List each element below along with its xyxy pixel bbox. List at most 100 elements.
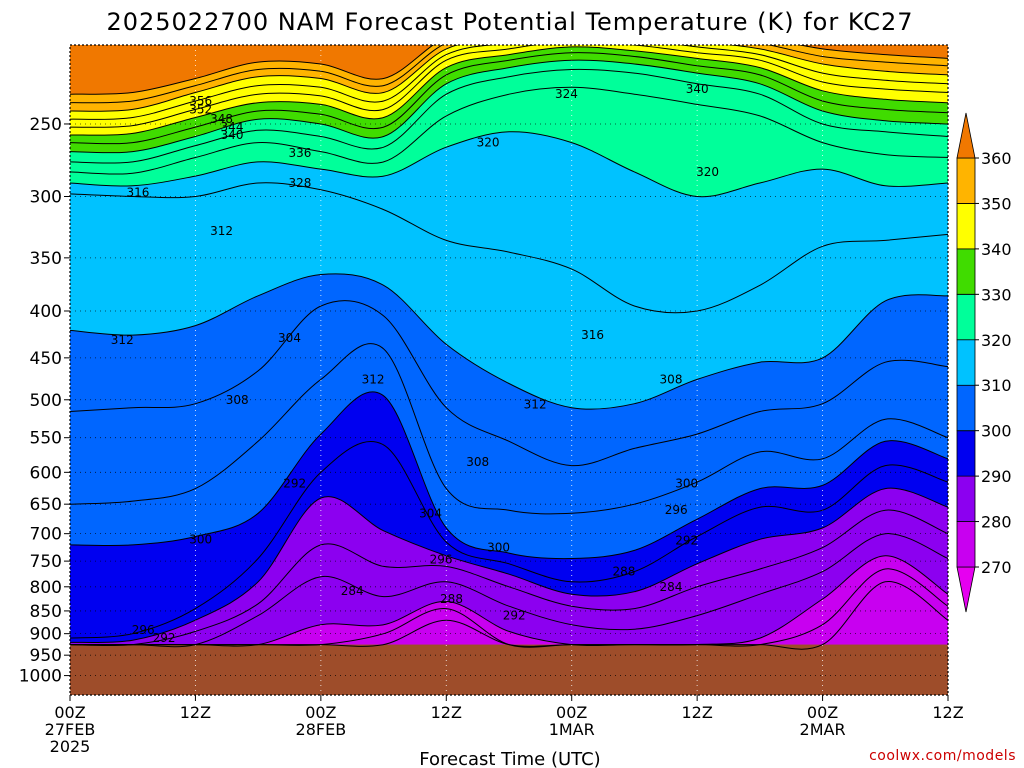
contour-label: 312 xyxy=(210,224,233,238)
contour-label: 316 xyxy=(581,328,604,342)
x-tick-label: 00Z xyxy=(54,703,85,722)
y-tick-label: 750 xyxy=(30,552,62,572)
colorbar-band-360 xyxy=(956,112,976,159)
isentrope-352 xyxy=(70,45,948,112)
contour-label: 328 xyxy=(288,176,311,190)
contour-label: 284 xyxy=(341,584,364,598)
x-tick-label: 2MAR xyxy=(800,720,846,739)
ground-area xyxy=(70,644,948,695)
chart-title: 2025022700 NAM Forecast Potential Temper… xyxy=(106,8,913,36)
contour-label: 320 xyxy=(477,136,500,150)
isentrope-348 xyxy=(70,45,948,120)
colorbar-band-290 xyxy=(956,430,976,477)
isentrope-332 xyxy=(70,59,948,154)
contour-label: 288 xyxy=(613,565,636,579)
isentrope-360 xyxy=(70,45,948,95)
x-tick-label: 27FEB xyxy=(45,720,96,739)
isentrope-304 xyxy=(70,343,948,515)
contour-label: 308 xyxy=(226,393,249,407)
y-tick-label: 600 xyxy=(30,463,62,483)
y-tick-label: 650 xyxy=(30,495,62,515)
contour-label: 300 xyxy=(675,476,698,490)
contour-label: 340 xyxy=(686,82,709,96)
y-tick-label: 350 xyxy=(30,249,62,269)
credit-text: coolwx.com/models xyxy=(869,748,1016,764)
isentrope-324 xyxy=(70,86,948,175)
y-tick-label: 300 xyxy=(30,188,62,208)
contour-label: 340 xyxy=(221,128,244,142)
x-tick-label: 12Z xyxy=(180,703,211,722)
y-tick-label: 400 xyxy=(30,302,62,322)
y-tick-label: 550 xyxy=(30,429,62,449)
contour-label: 292 xyxy=(675,533,698,547)
colorbar: 270 280 290 300 310 320 330 340 350 360 xyxy=(956,112,1012,613)
isentrope-308 xyxy=(70,300,948,467)
contour-label: 344 xyxy=(221,120,244,134)
y-tick-label: 500 xyxy=(30,391,62,411)
contour-label: 308 xyxy=(466,455,489,469)
contour-label: 348 xyxy=(210,112,233,126)
isentrope-292 xyxy=(70,487,948,644)
colorbar-band-330 xyxy=(956,248,976,295)
colorbar-label: 350 xyxy=(981,194,1012,213)
colorbar-label: 300 xyxy=(981,422,1012,441)
isentrope-296 xyxy=(70,440,948,639)
colorbar-band-270 xyxy=(956,521,976,568)
isentrope-316 xyxy=(70,182,948,314)
isentrope-288 xyxy=(70,509,948,647)
y-axis: 250 300 350 400 450 500 550 600 650 700 750 800 850 9… xyxy=(19,115,70,687)
contour-label: 352 xyxy=(189,102,212,116)
x-tick-label: 1MAR xyxy=(549,720,595,739)
contour-label: 312 xyxy=(362,372,385,386)
isentrope-344 xyxy=(70,45,948,128)
y-tick-label: 850 xyxy=(30,602,62,622)
temperature-fill xyxy=(70,45,948,695)
contour-label: 304 xyxy=(278,331,301,345)
contour-label: 336 xyxy=(288,146,311,160)
colorbar-band-340 xyxy=(956,203,976,250)
colorbar-label: 320 xyxy=(981,331,1012,350)
contour-label: 300 xyxy=(189,532,212,546)
x-tick-label: 12Z xyxy=(681,703,712,722)
contour-label: 312 xyxy=(524,398,547,412)
x-tick-label: 00Z xyxy=(807,703,838,722)
y-tick-label: 800 xyxy=(30,578,62,598)
contour-label: 308 xyxy=(660,372,683,386)
colorbar-label: 360 xyxy=(981,149,1012,168)
isentrope-280 xyxy=(70,555,948,647)
colorbar-band-280 xyxy=(956,475,976,522)
colorbar-band-260 xyxy=(956,566,976,613)
contour-label: 296 xyxy=(665,503,688,517)
y-tick-label: 700 xyxy=(30,525,62,545)
x-tick-label: 2025 xyxy=(50,737,91,756)
isentrope-340 xyxy=(70,46,948,136)
x-tick-label: 00Z xyxy=(556,703,587,722)
contour-label: 296 xyxy=(430,553,453,567)
contour-label: 312 xyxy=(111,333,134,347)
contour-label: 292 xyxy=(153,631,176,645)
isentrope-284 xyxy=(70,533,948,648)
colorbar-label: 310 xyxy=(981,376,1012,395)
contour-label: 300 xyxy=(487,541,510,555)
x-axis-label: Forecast Time (UTC) xyxy=(419,749,600,768)
colorbar-band-310 xyxy=(956,339,976,386)
contour-label: 292 xyxy=(503,609,526,623)
colorbar-band-300 xyxy=(956,384,976,432)
colorbar-label: 280 xyxy=(981,513,1012,532)
colorbar-band-320 xyxy=(956,293,976,341)
contour-labels: 3563523483443403363283243203403203163123… xyxy=(111,82,719,645)
y-tick-label: 1000 xyxy=(19,667,62,687)
grid xyxy=(69,45,949,695)
contour-label: 288 xyxy=(440,592,463,606)
isentrope-300 xyxy=(70,391,948,560)
isentrope-276 xyxy=(70,568,948,648)
x-tick-label: 12Z xyxy=(431,703,462,722)
isentrope-328 xyxy=(70,68,948,164)
fill-band-360 xyxy=(70,45,948,95)
x-tick-label: 12Z xyxy=(932,703,963,722)
isentropes xyxy=(70,45,948,650)
y-tick-label: 250 xyxy=(30,115,62,135)
colorbar-label: 340 xyxy=(981,240,1012,259)
